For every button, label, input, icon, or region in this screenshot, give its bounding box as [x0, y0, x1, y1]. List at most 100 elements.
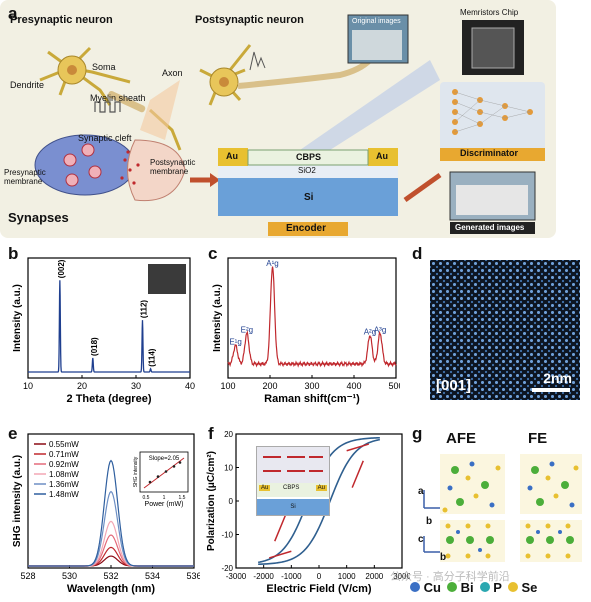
panel-d-label: d — [412, 244, 423, 263]
inset-au-right: Au — [315, 485, 327, 491]
peak-label: (112) — [139, 300, 148, 319]
peak-label: A¹g — [266, 259, 278, 268]
x-axis-label: 2 Theta (degree) — [67, 393, 152, 405]
inset-cbps: CBPS — [283, 485, 300, 491]
x-tick-label: 0 — [317, 572, 322, 581]
label-original-images: Original images — [352, 18, 401, 25]
x-tick-label: 528 — [20, 571, 35, 581]
panel-a-schematic — [34, 14, 545, 236]
inset-point — [156, 475, 160, 478]
peak-label: (114) — [148, 348, 157, 367]
label-postsynaptic-membrane: Postsynaptic membrane — [150, 158, 196, 176]
legend-p-label: P — [493, 580, 502, 595]
legend-entry: 0.55mW — [49, 440, 79, 449]
legend-se: Se — [507, 580, 538, 595]
haadf-stem-image: [001] 2nm — [430, 260, 580, 400]
watermark: 公众号 · 高分子科学前沿 — [390, 571, 510, 583]
shg-series-line — [28, 555, 194, 567]
label-synapses: Synapses — [8, 210, 69, 225]
element-legend: Cu Bi P Se — [410, 580, 537, 595]
inset-au-left: Au — [259, 485, 271, 491]
label-soma: Soma — [92, 62, 116, 72]
x-tick-label: 100 — [220, 381, 235, 391]
shg-series-line — [28, 459, 194, 567]
label-dendrite: Dendrite — [10, 80, 45, 90]
peak-label: (002) — [57, 259, 66, 278]
postsynaptic-neuron-drawing — [199, 44, 373, 106]
legend-entry: 1.36mW — [49, 480, 79, 489]
axis-a-label: a — [418, 486, 424, 497]
label-myelin-sheath: Myelin sheath — [90, 93, 146, 103]
label-sio2: SiO2 — [298, 166, 316, 175]
legend-bi-label: Bi — [460, 580, 474, 595]
label-postsynaptic-neuron: Postsynaptic neuron — [195, 14, 304, 26]
y-axis-label: SHG intensity (a.u.) — [12, 455, 23, 547]
plot-frame — [227, 257, 397, 379]
arrow-up-icon — [351, 460, 364, 488]
peak-label: A²g — [364, 327, 376, 336]
legend-entry: 1.48mW — [49, 490, 79, 499]
x-axis-label: Raman shift(cm⁻¹) — [264, 393, 360, 405]
inset-point — [164, 470, 168, 473]
x-tick-label: 3000 — [393, 572, 410, 581]
panel-a-label: a — [8, 4, 18, 23]
inset-x-tick: 1.5 — [179, 495, 186, 501]
inset-point — [148, 480, 152, 484]
inset-point — [172, 465, 176, 468]
x-tick-label: 40 — [185, 381, 195, 391]
pulse-icon — [94, 101, 121, 113]
legend-p: P — [479, 580, 502, 595]
peak-label: E²g — [241, 325, 253, 334]
x-tick-label: 400 — [346, 381, 361, 391]
inset-x-tick: 0.5 — [143, 495, 150, 501]
label-au-right: Au — [376, 151, 388, 161]
inset-y-label: SHG intensity — [133, 456, 139, 487]
label-si: Si — [304, 192, 314, 203]
x-tick-label: 1000 — [338, 572, 356, 581]
afe-side-view — [440, 520, 505, 562]
panel-a: Presynaptic neuron Postsynaptic neuron S… — [0, 0, 556, 238]
label-synaptic-cleft: Synaptic cleft — [78, 133, 132, 143]
polarization-arrows — [257, 447, 329, 483]
x-tick-label: -2000 — [253, 572, 274, 581]
y-axis-label: Intensity (a.u.) — [212, 284, 223, 352]
label-presynaptic-neuron: Presynaptic neuron — [10, 14, 113, 26]
x-tick-label: -3000 — [226, 572, 247, 581]
scale-bar — [532, 388, 570, 392]
x-tick-label: 534 — [145, 571, 160, 581]
shg-series-line — [28, 520, 194, 567]
x-tick-label: 536 — [186, 571, 200, 581]
fe-title: FE — [528, 430, 548, 447]
peak-label: A³g — [374, 325, 386, 334]
x-tick-label: 530 — [62, 571, 77, 581]
legend-bi: Bi — [446, 580, 474, 595]
scale-bar-label: 2nm — [543, 370, 572, 386]
panel-g-label: g — [412, 424, 423, 443]
label-memristors-chip: Memristors Chip — [460, 8, 519, 17]
arrow-up-right-icon — [403, 172, 442, 203]
pe-loop-ascending — [258, 438, 381, 566]
fe-side-view — [520, 520, 582, 562]
afe-top-view — [440, 454, 505, 514]
crystal-structures — [423, 454, 582, 562]
axis-c-label: c — [418, 534, 424, 545]
inset-x-tick: 1 — [163, 495, 166, 501]
p-dot-icon — [479, 582, 490, 592]
panel-b-label: b — [8, 244, 19, 263]
pe-inset-device: Au Au CBPS Si — [256, 446, 330, 516]
inset-slope-label: Slope=2.05 — [149, 456, 180, 462]
arrow-down-icon — [274, 514, 287, 542]
discriminator-network — [440, 82, 545, 156]
legend-se-label: Se — [521, 580, 538, 595]
x-tick-label: 2000 — [365, 572, 383, 581]
lattice-axes-icon — [423, 490, 440, 553]
label-au-left: Au — [226, 151, 238, 161]
y-tick-label: -20 — [221, 564, 233, 573]
arrow-right-icon — [268, 550, 292, 559]
label-presynaptic-membrane: Presynaptic membrane — [4, 168, 46, 186]
legend-cu: Cu — [410, 580, 441, 595]
zone-axis-label: [001] — [436, 377, 472, 394]
legend-entry: 0.92mW — [49, 460, 79, 469]
y-tick-label: 10 — [224, 464, 233, 473]
pe-loop-chart: -3000 -2000 -1000 0 1000 2000 3000 -20 -10 0 10 20 E… — [206, 430, 410, 595]
